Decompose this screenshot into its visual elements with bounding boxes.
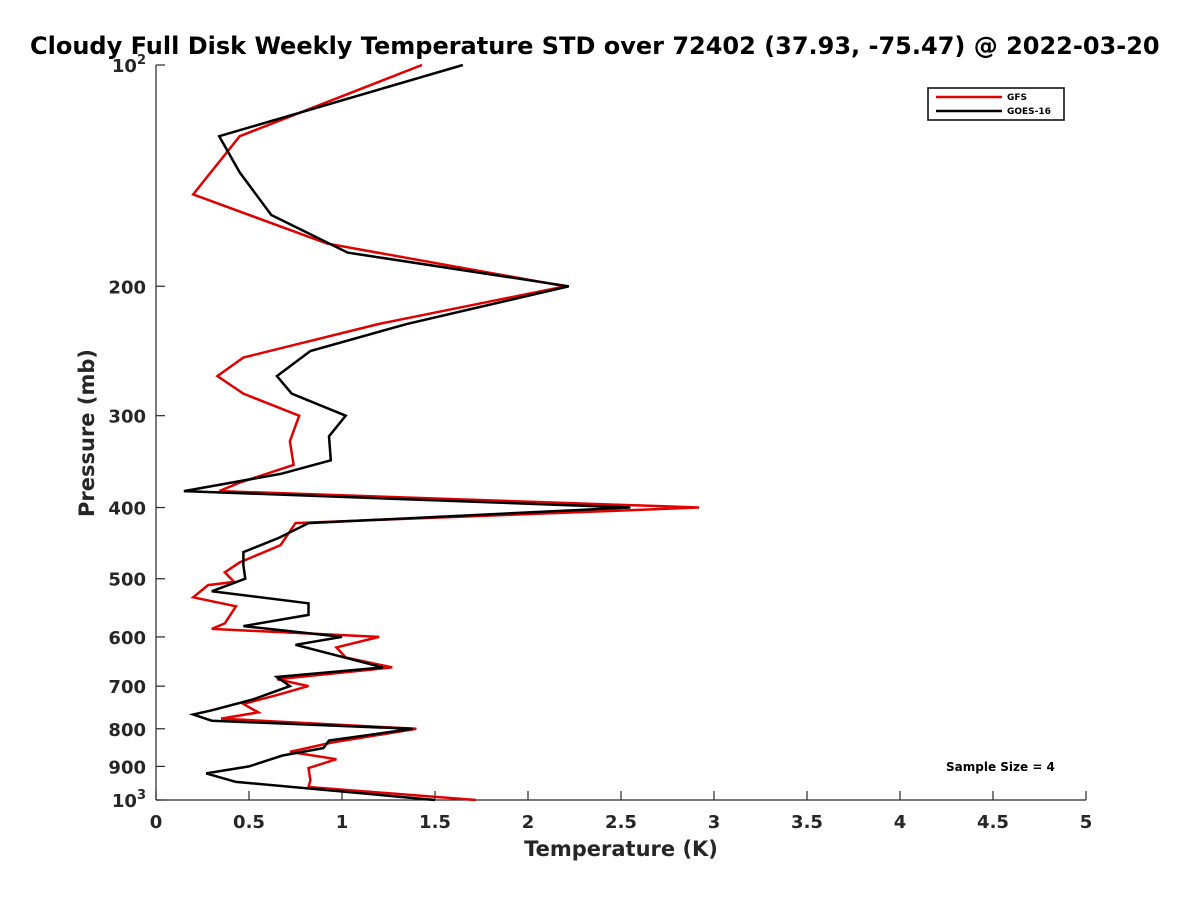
x-ticks: 0 0.5 1 1.5 2 2.5 3 3.5 4 4.5 5 [150,791,1093,833]
x-axis-label: Temperature (K) [524,837,718,861]
x-tick-label: 2.5 [605,812,637,833]
legend-box [927,87,1065,121]
chart-title: Cloudy Full Disk Weekly Temperature STD … [30,32,1160,60]
x-tick-label: 1 [336,812,349,833]
x-tick-label: 3 [708,812,721,833]
x-tick-label: 4.5 [977,812,1009,833]
legend-label-gfs: GFS [1007,93,1027,103]
x-tick-label: 3.5 [791,812,823,833]
y-tick-label: 102 [112,53,146,77]
y-tick-label: 900 [108,757,146,778]
series-line-goes16 [183,63,631,802]
sample-size-annotation: Sample Size = 4 [946,760,1055,774]
y-tick-label: 700 [108,677,146,698]
y-tick-label: 600 [108,628,146,649]
y-ticks: 102 200 300 400 500 600 700 800 900 103 [108,53,165,812]
y-tick-label: 103 [112,788,146,812]
y-tick-label: 400 [108,499,146,520]
x-tick-label: 4 [894,812,907,833]
legend-label-goes16: GOES-16 [1007,107,1051,117]
y-tick-label: 200 [108,277,146,298]
x-tick-label: 0.5 [233,812,265,833]
x-tick-label: 1.5 [419,812,451,833]
x-tick-label: 0 [150,812,163,833]
y-tick-label: 500 [108,570,146,591]
series-lines [183,63,700,802]
plot-area: 0 0.5 1 1.5 2 2.5 3 3.5 4 4.5 5 102 200 300 400 500 600… [108,53,1092,833]
y-tick-label: 800 [108,720,146,741]
series-line-gfs [190,63,700,802]
legend: GFS GOES-16 [927,87,1065,121]
y-tick-label: 300 [108,407,146,428]
x-tick-label: 2 [522,812,535,833]
x-tick-label: 5 [1080,812,1093,833]
y-axis-label: Pressure (mb) [75,349,99,517]
